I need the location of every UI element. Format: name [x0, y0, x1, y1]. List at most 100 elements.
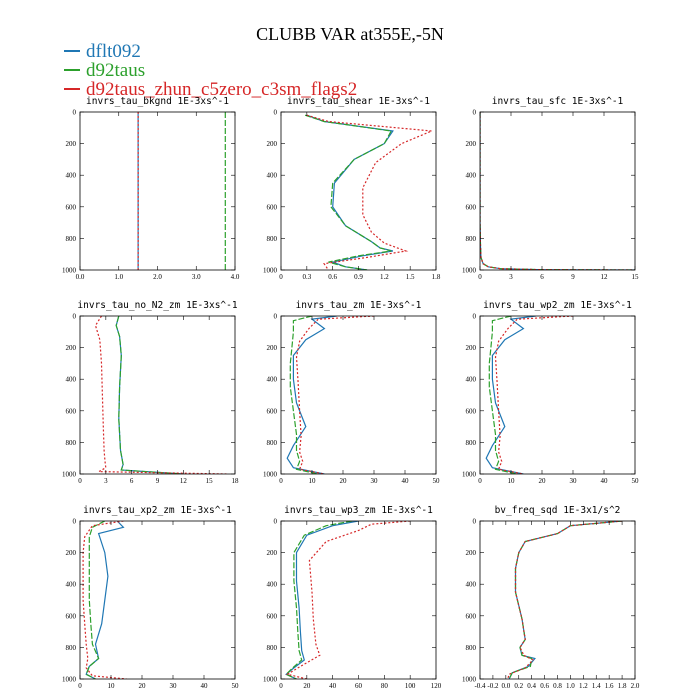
series-line-3: [494, 316, 574, 474]
panel-9: bv_freq_sqd 1E-3x1/s^202004006008001000-…: [462, 505, 640, 690]
x-tick-label: 0: [478, 477, 482, 485]
series-line-3: [306, 114, 432, 270]
x-tick-label: 1.2: [579, 682, 588, 690]
series-line-2: [85, 521, 106, 679]
y-tick-label: 400: [66, 581, 77, 589]
y-tick-label: 200: [66, 344, 77, 352]
y-tick-label: 1000: [462, 676, 477, 684]
y-tick-label: 400: [466, 376, 477, 384]
panel-title: invrs_tau_zm 1E-3xs^-1: [296, 300, 422, 311]
plot-frame: [79, 315, 236, 475]
series-line-1: [485, 316, 536, 474]
x-tick-label: 1.2: [380, 273, 389, 281]
x-tick-label: 9: [156, 477, 160, 485]
x-tick-label: 1.6: [605, 682, 614, 690]
y-tick-label: 0: [274, 109, 278, 117]
x-tick-label: 20: [539, 477, 547, 485]
plot-frame: [479, 315, 636, 475]
panel-title: invrs_tau_wp2_zm 1E-3xs^-1: [483, 300, 632, 311]
y-tick-label: 600: [66, 203, 77, 211]
y-tick-label: 800: [466, 644, 477, 652]
x-tick-label: 12: [601, 273, 609, 281]
y-tick-label: 1000: [462, 471, 477, 479]
y-tick-label: 0: [73, 109, 77, 117]
y-tick-label: 1000: [263, 267, 278, 275]
series-line-3: [480, 112, 635, 270]
y-tick-label: 0: [473, 518, 477, 526]
x-tick-label: 0: [279, 273, 283, 281]
y-tick-label: 600: [66, 407, 77, 415]
plot-frame: [479, 111, 636, 271]
x-tick-label: 10: [108, 682, 116, 690]
legend-label: d92taus: [86, 60, 145, 81]
panel-3: invrs_tau_sfc 1E-3xs^-1 0 200 400 600 800 1000…: [462, 96, 639, 281]
y-tick-label: 200: [466, 140, 477, 148]
y-tick-label: 0: [274, 518, 278, 526]
y-tick-label: 200: [267, 549, 278, 557]
panel-6: invrs_tau_wp2_zm 1E-3xs^-102004006008001…: [462, 300, 639, 485]
panel-1: invrs_tau_bkgnd 1E-3xs^-1 0 200 400 600 800 10…: [62, 96, 240, 281]
series-line-3: [94, 316, 227, 474]
x-tick-label: 120: [431, 682, 442, 690]
x-tick-label: 0: [78, 682, 82, 690]
x-tick-label: 3.0: [192, 273, 201, 281]
y-tick-label: 800: [267, 644, 278, 652]
y-tick-label: 600: [66, 612, 77, 620]
plot-frame: [280, 520, 437, 680]
x-tick-label: 1.0: [114, 273, 123, 281]
legend-label: d92taus_zhun_c5zero_c3sm_flags2: [86, 79, 357, 100]
plot-frame: [79, 111, 236, 271]
y-tick-label: 600: [466, 612, 477, 620]
y-tick-label: 0: [73, 518, 77, 526]
plot-frame: [280, 315, 437, 475]
y-tick-label: 0: [473, 313, 477, 321]
panel-title: invrs_tau_bkgnd 1E-3xs^-1: [86, 96, 229, 107]
panel-title: invrs_tau_sfc 1E-3xs^-1: [492, 96, 624, 107]
y-tick-label: 1000: [62, 471, 77, 479]
y-tick-label: 600: [267, 407, 278, 415]
series-line-1: [115, 316, 184, 474]
series-line-2: [285, 521, 353, 679]
x-tick-label: 18: [232, 477, 240, 485]
plot-frame: [479, 520, 636, 680]
y-tick-label: 200: [466, 549, 477, 557]
y-tick-label: 600: [466, 407, 477, 415]
x-tick-label: 0.6: [328, 273, 337, 281]
y-tick-label: 400: [267, 172, 278, 180]
plot-frame: [280, 111, 437, 271]
series-line-3: [295, 316, 375, 474]
series-line-1: [285, 521, 359, 679]
x-tick-label: 50: [232, 682, 240, 690]
legend-label: dflt092: [86, 41, 141, 62]
x-tick-label: 15: [206, 477, 214, 485]
y-tick-label: 800: [267, 235, 278, 243]
panel-5: invrs_tau_zm 1E-3xs^-1020040060080010000…: [263, 300, 440, 485]
y-tick-label: 400: [267, 581, 278, 589]
x-tick-label: 0: [478, 273, 482, 281]
x-tick-label: 0: [279, 477, 283, 485]
x-tick-label: 0: [279, 682, 283, 690]
y-tick-label: 400: [66, 172, 77, 180]
panel-8: invrs_tau_wp3_zm 1E-3xs^-102004006008001…: [263, 505, 442, 690]
series-line-1: [85, 521, 125, 679]
series-line-2: [480, 112, 635, 270]
y-tick-label: 1000: [462, 267, 477, 275]
y-tick-label: 200: [267, 344, 278, 352]
x-tick-label: 0.8: [553, 682, 562, 690]
y-tick-label: 600: [267, 203, 278, 211]
y-tick-label: 0: [274, 313, 278, 321]
x-tick-label: 6: [130, 477, 134, 485]
x-tick-label: 4.0: [231, 273, 240, 281]
x-tick-label: 50: [433, 477, 441, 485]
series-line-3: [285, 521, 411, 679]
x-tick-label: 15: [632, 273, 640, 281]
x-tick-label: 1.0: [566, 682, 575, 690]
x-tick-label: 0.6: [540, 682, 549, 690]
panel-4: invrs_tau_no_N2_zm 1E-3xs^-1020040060080…: [62, 300, 239, 485]
figure-title: CLUBB VAR at355E,-5N: [256, 24, 444, 44]
y-tick-label: 400: [267, 376, 278, 384]
y-tick-label: 800: [66, 235, 77, 243]
x-tick-label: 100: [405, 682, 416, 690]
x-tick-label: 60: [355, 682, 363, 690]
